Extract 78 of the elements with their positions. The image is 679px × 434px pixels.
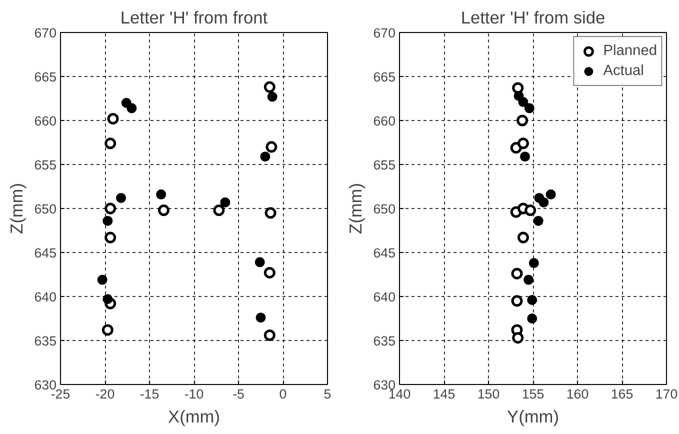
point	[512, 82, 524, 94]
x-tick-label: 155	[522, 386, 544, 402]
point	[116, 192, 126, 203]
point	[256, 312, 266, 323]
point	[264, 267, 276, 278]
x-tick-label: 145	[432, 386, 456, 402]
point	[528, 258, 539, 268]
point	[511, 295, 523, 307]
point	[524, 274, 534, 285]
y-tick-label: 660	[34, 114, 57, 128]
y-tick-label: 630	[34, 378, 57, 392]
point	[102, 216, 113, 226]
point	[511, 268, 523, 280]
y-tick-label: 635	[34, 334, 57, 348]
point	[266, 141, 278, 153]
y-tick-label: 655	[34, 158, 57, 172]
y-tick-label: 670	[373, 26, 396, 40]
point	[527, 314, 538, 324]
point	[97, 274, 108, 285]
point	[156, 189, 166, 200]
y-tick-label: 640	[34, 290, 57, 304]
y-axis-title: Z(mm)	[6, 182, 26, 234]
point	[220, 197, 230, 208]
point	[213, 204, 225, 216]
point	[524, 204, 536, 216]
legend-label: Planned	[603, 43, 657, 59]
point	[264, 329, 276, 341]
point	[102, 324, 114, 336]
point	[267, 92, 278, 102]
y-tick-label: 640	[373, 290, 396, 304]
point	[517, 138, 529, 150]
chart-title: Letter 'H' from side	[460, 8, 606, 28]
x-tick-label: -15	[140, 386, 160, 402]
point	[158, 204, 170, 216]
x-tick-label: -5	[232, 386, 244, 402]
legend-label: Actual	[603, 63, 644, 79]
point	[520, 152, 530, 162]
x-tick-label: 160	[566, 386, 589, 402]
y-tick-label: 645	[373, 246, 396, 260]
point	[254, 257, 265, 268]
y-tick-label: 665	[34, 70, 57, 84]
x-tick-label: 150	[477, 386, 500, 402]
point	[533, 216, 544, 226]
point	[260, 152, 270, 162]
point	[104, 138, 116, 150]
y-tick-label: 660	[373, 114, 396, 128]
y-tick-label: 635	[373, 334, 396, 348]
point	[126, 103, 137, 114]
y-tick-label: 645	[34, 246, 57, 260]
x-axis-title: X(mm)	[168, 406, 220, 426]
x-tick-label: 5	[324, 386, 332, 402]
x-tick-label: 165	[610, 386, 634, 402]
x-tick-label: -20	[95, 386, 115, 402]
y-tick-label: 655	[373, 158, 396, 172]
point	[264, 81, 276, 93]
y-tick-label: 670	[34, 26, 57, 40]
x-axis-title: Y(mm)	[507, 406, 559, 426]
point	[516, 114, 528, 126]
chart-title: Letter 'H' from front	[120, 8, 268, 28]
x-tick-label: 170	[655, 386, 678, 402]
point	[102, 294, 113, 304]
point	[518, 97, 528, 108]
point	[104, 202, 116, 214]
point	[546, 189, 556, 200]
point	[512, 332, 524, 344]
y-tick-label: 650	[373, 202, 396, 216]
point	[264, 207, 276, 219]
y-tick-label: 650	[34, 202, 57, 216]
point	[104, 232, 116, 244]
point	[107, 113, 119, 124]
y-axis-title: Z(mm)	[345, 182, 366, 234]
y-tick-label: 665	[373, 70, 396, 84]
x-tick-label: 0	[279, 386, 287, 402]
point	[527, 295, 538, 306]
point	[524, 103, 534, 114]
x-tick-label: -10	[184, 386, 204, 402]
point	[538, 197, 549, 208]
point	[517, 232, 529, 244]
